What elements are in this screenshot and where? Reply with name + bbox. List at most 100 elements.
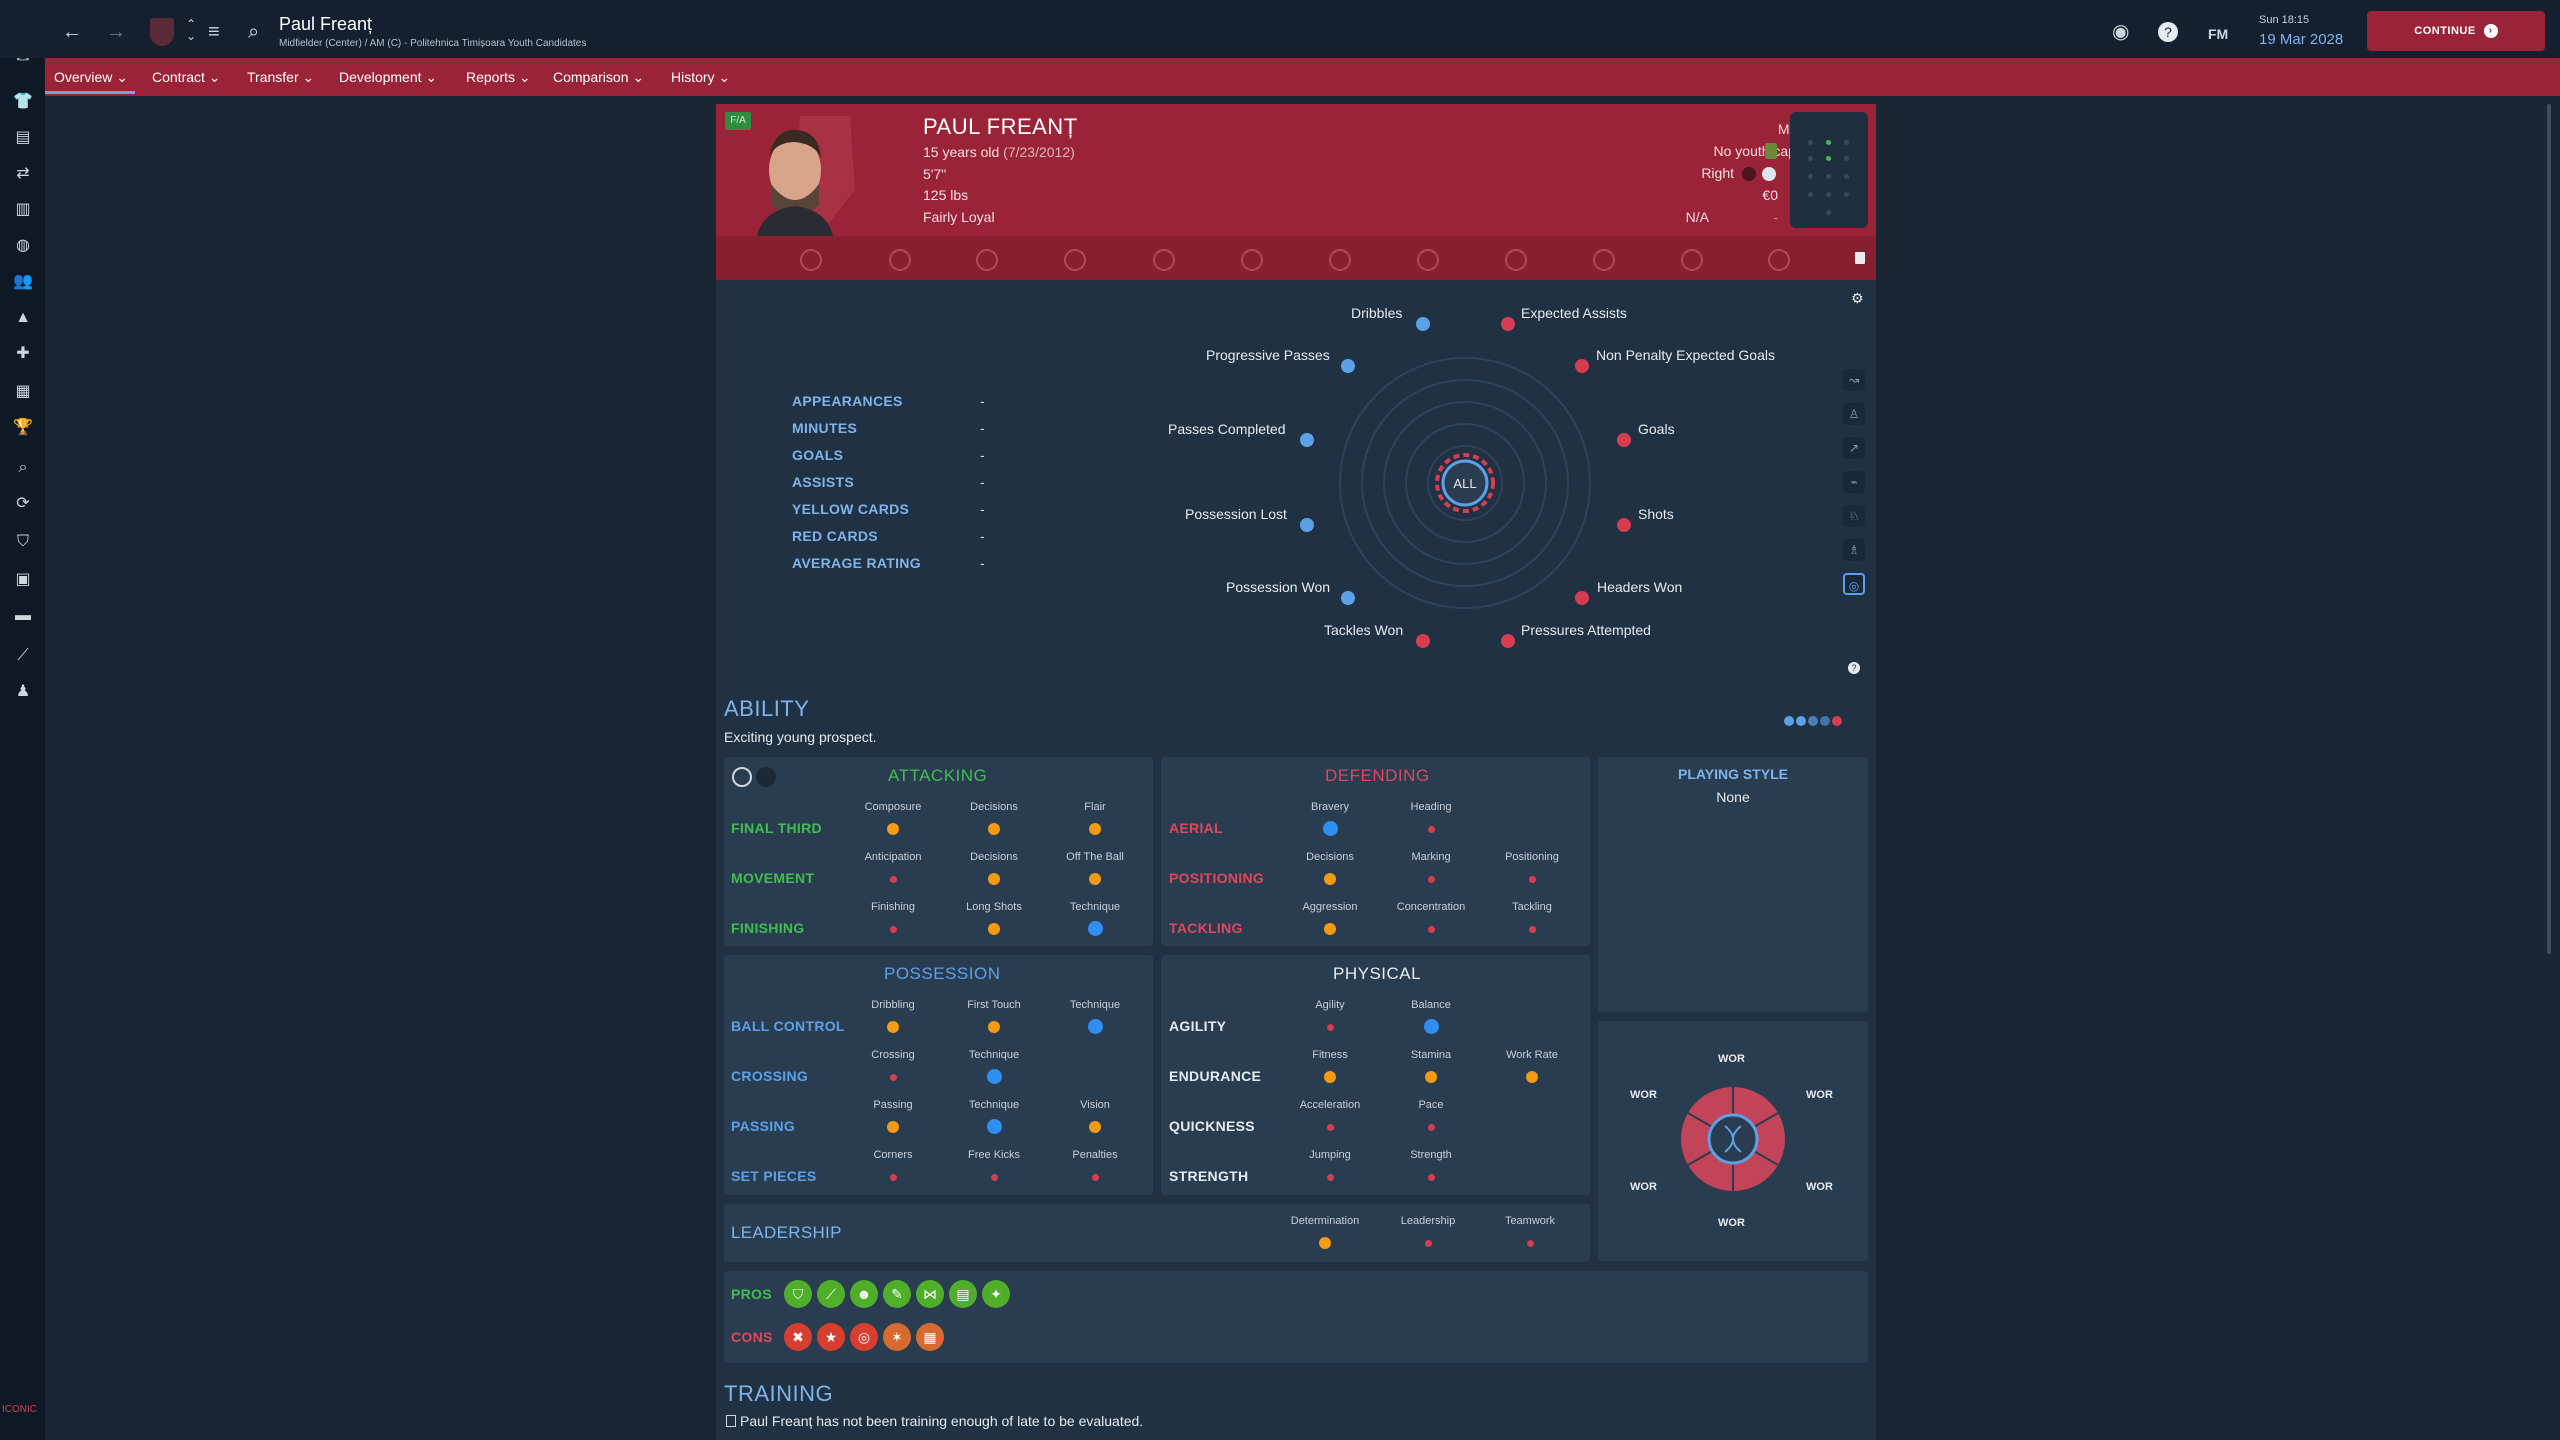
- strip-icon[interactable]: [1768, 249, 1790, 271]
- tab-history[interactable]: History ⌄: [671, 69, 731, 85]
- rating-dot: [1529, 926, 1536, 933]
- rating-dot: [991, 1174, 998, 1181]
- run-tool-icon[interactable]: ↗: [1843, 437, 1865, 459]
- ability-title: ABILITY: [724, 696, 810, 721]
- strip-icon[interactable]: [1153, 249, 1175, 271]
- tackle-tool-icon[interactable]: ♗: [1843, 539, 1865, 561]
- scrollbar[interactable]: [2547, 104, 2551, 954]
- finance-box-icon[interactable]: ▣: [15, 571, 31, 588]
- con-report-icon[interactable]: ▦: [916, 1323, 944, 1351]
- gear-icon[interactable]: ⚙: [1851, 290, 1864, 306]
- radar-help-icon[interactable]: ?: [1848, 662, 1860, 674]
- pro-feet-icon[interactable]: ⋈: [916, 1280, 944, 1308]
- back-arrow-icon[interactable]: ←: [62, 21, 82, 43]
- strip-icon[interactable]: [800, 249, 822, 271]
- dna-wheel[interactable]: [1680, 1086, 1786, 1192]
- stat-label-average-rating: AVERAGE RATING: [792, 555, 921, 571]
- ability-dot: [1784, 716, 1794, 726]
- position-pitch[interactable]: [1790, 112, 1868, 228]
- stat-value-minutes: -: [980, 420, 985, 436]
- attr-determination: Determination: [1290, 1215, 1360, 1227]
- con-fitness-icon[interactable]: ✖: [784, 1323, 812, 1351]
- globe-icon[interactable]: ◉: [2112, 21, 2130, 43]
- club-crest-icon[interactable]: [150, 18, 174, 46]
- scouting-icon[interactable]: ⌕: [18, 459, 28, 476]
- right-foot-icon: [1762, 167, 1776, 181]
- pro-technique-icon[interactable]: ✦: [982, 1280, 1010, 1308]
- pro-mental-icon[interactable]: ☻: [850, 1280, 878, 1308]
- pro-defending-icon[interactable]: ⛉: [784, 1280, 812, 1308]
- radar-center[interactable]: [1441, 459, 1489, 507]
- strip-icon[interactable]: [1329, 249, 1351, 271]
- strip-icon[interactable]: [1593, 249, 1615, 271]
- strip-icon[interactable]: [1681, 249, 1703, 271]
- radar-dot-possession-won: [1341, 591, 1355, 605]
- medical-icon[interactable]: ✚: [16, 345, 30, 362]
- possession-title: POSSESSION: [884, 964, 1001, 983]
- staff-icon[interactable]: 👥: [13, 273, 33, 290]
- pro-trend-icon[interactable]: ⟋: [817, 1280, 845, 1308]
- kick-tool-icon[interactable]: ⌁: [1843, 471, 1865, 493]
- club-icon[interactable]: ⛉: [16, 533, 29, 550]
- forward-arrow-icon[interactable]: →: [106, 21, 126, 43]
- fm-logo[interactable]: FM: [2208, 26, 2229, 42]
- defending-box: [1161, 757, 1590, 946]
- help-icon[interactable]: ?: [2158, 22, 2178, 42]
- defend-tool-icon[interactable]: ♘: [1843, 505, 1865, 527]
- tab-transfer[interactable]: Transfer ⌄: [247, 69, 315, 85]
- trend-icon[interactable]: ⟋: [17, 647, 29, 664]
- con-star-icon[interactable]: ★: [817, 1323, 845, 1351]
- attr-marking: Marking: [1411, 851, 1451, 863]
- radar-dot-passes-completed: [1300, 433, 1314, 447]
- search-icon[interactable]: ⌕: [248, 21, 260, 43]
- tab-reports[interactable]: Reports ⌄: [466, 69, 531, 85]
- tab-comparison[interactable]: Comparison ⌄: [553, 69, 645, 85]
- manager-icon[interactable]: ♟: [15, 683, 31, 700]
- training-text: Paul Freanț has not been training enough…: [740, 1413, 1144, 1429]
- clipboard-icon[interactable]: ▤: [15, 129, 31, 146]
- tab-development[interactable]: Development ⌄: [339, 69, 438, 85]
- strip-icon[interactable]: [1064, 249, 1086, 271]
- menu-icon[interactable]: ≡: [208, 21, 220, 43]
- attr-work-rate: Work Rate: [1506, 1049, 1558, 1061]
- attr-heading: Heading: [1410, 801, 1452, 813]
- strip-icon[interactable]: [1241, 249, 1263, 271]
- pro-clipboard-icon[interactable]: ▤: [949, 1280, 977, 1308]
- player-subtitle: Midfielder (Center) / AM (C) - Politehni…: [279, 38, 587, 49]
- training-icon[interactable]: ▲: [15, 309, 31, 326]
- strip-icon[interactable]: [1505, 249, 1527, 271]
- trophy-icon[interactable]: 🏆: [13, 419, 33, 436]
- all-tool-icon[interactable]: ◎: [1843, 573, 1865, 595]
- report-icon[interactable]: ▥: [15, 201, 31, 218]
- strip-icon[interactable]: [1417, 249, 1439, 271]
- radar-ring: [1383, 401, 1547, 565]
- con-aerial-icon[interactable]: ✶: [883, 1323, 911, 1351]
- filter-tool-icon[interactable]: ↝: [1843, 369, 1865, 391]
- trash-icon[interactable]: [1855, 252, 1865, 264]
- tab-contract[interactable]: Contract ⌄: [152, 69, 221, 85]
- rating-dot: [1424, 1019, 1439, 1034]
- transfer-icon[interactable]: ⇄: [16, 165, 30, 182]
- player-tool-icon[interactable]: ♙: [1843, 403, 1865, 425]
- attr-corners: Corners: [873, 1149, 913, 1161]
- radar-dot-goals: [1617, 433, 1631, 447]
- refresh-icon[interactable]: ⟳: [16, 495, 30, 512]
- attacking-star-icon[interactable]: [732, 767, 752, 787]
- shirt-icon[interactable]: 👕: [13, 93, 33, 110]
- attacking-player-icon[interactable]: [756, 767, 776, 787]
- attr-technique: Technique: [968, 1099, 1020, 1111]
- tab-overview[interactable]: Overview ⌄: [54, 69, 128, 85]
- rating-dot: [988, 1021, 1000, 1033]
- attr-fitness: Fitness: [1312, 1049, 1348, 1061]
- radar-dot-npxg: [1575, 359, 1589, 373]
- ball-icon[interactable]: ◍: [16, 237, 30, 254]
- strip-icon[interactable]: [889, 249, 911, 271]
- calendar-icon[interactable]: ▦: [15, 383, 31, 400]
- continue-button[interactable]: CONTINUE ›: [2367, 11, 2545, 51]
- money-icon[interactable]: ▬: [15, 607, 31, 624]
- up-down-icon[interactable]: ⌃ ⌄: [186, 17, 197, 43]
- con-target-icon[interactable]: ◎: [850, 1323, 878, 1351]
- radar-center-label: ALL: [1453, 476, 1476, 491]
- strip-icon[interactable]: [976, 249, 998, 271]
- pro-pen-icon[interactable]: ✎: [883, 1280, 911, 1308]
